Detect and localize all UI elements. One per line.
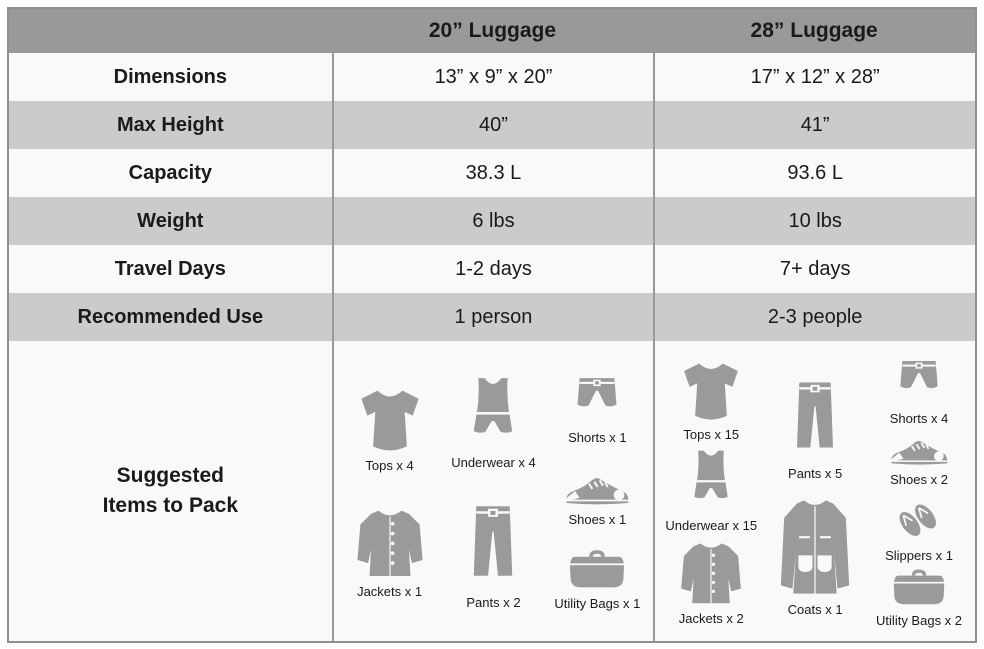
coat-icon <box>773 497 857 597</box>
packing-item-underwear: Underwear x 15 <box>665 449 757 533</box>
tshirt-icon <box>353 387 427 453</box>
suggested-items-title-line1: Suggested <box>116 463 224 487</box>
sneaker-icon <box>563 467 631 507</box>
packing-column: Tops x 4 Jackets x 1 <box>338 353 442 633</box>
item-label: Jackets x 2 <box>678 611 744 626</box>
row-value-28: 10 lbs <box>653 197 975 245</box>
row-capacity: Capacity 38.3 L 93.6 L <box>9 149 975 197</box>
item-label: Utility Bags x 1 <box>554 596 641 611</box>
luggage-comparison-table: 20” Luggage 28” Luggage Dimensions 13” x… <box>7 7 977 643</box>
row-value-28: 7+ days <box>653 245 975 293</box>
packing-item-jackets: Jackets x 1 <box>352 507 428 599</box>
header-blank-cell <box>9 9 332 53</box>
row-value-28: 17” x 12” x 28” <box>653 53 975 101</box>
row-weight: Weight 6 lbs 10 lbs <box>9 197 975 245</box>
packing-list-28: Tops x 15 Underwear x 15 Jackets x 2 Pan… <box>653 341 975 641</box>
row-value-20: 13” x 9” x 20” <box>331 53 654 101</box>
sneaker-icon <box>888 431 950 467</box>
underwear-icon <box>683 449 739 513</box>
item-label: Shorts x 4 <box>889 411 949 427</box>
row-value-28: 41” <box>653 101 975 149</box>
packing-item-shorts: Shorts x 1 <box>568 375 627 445</box>
row-value-20: 6 lbs <box>331 197 654 245</box>
item-label: Jackets x 1 <box>357 584 423 599</box>
packing-item-shoes: Shoes x 1 <box>563 467 631 527</box>
packing-item-utility-bags: Utility Bags x 1 <box>554 549 640 611</box>
item-label: Pants x 5 <box>788 466 843 481</box>
packing-item-slippers: Slippers x 1 <box>885 493 953 563</box>
packing-column: Shorts x 1 Shoes x 1 Utility Bags x 1 <box>545 353 649 633</box>
row-label: Capacity <box>128 161 212 184</box>
item-label: Pants x 2 <box>466 595 521 611</box>
utility-bag-icon <box>891 568 947 608</box>
packing-item-utility-bags: Utility Bags x 2 <box>876 568 962 628</box>
row-suggested-items: Suggested Items to Pack Tops x 4 Jackets… <box>9 341 975 641</box>
item-label: Tops x 15 <box>683 427 740 442</box>
item-label: Coats x 1 <box>787 602 843 617</box>
row-value-20: 1 person <box>331 293 654 341</box>
packing-item-underwear: Underwear x 4 <box>451 376 536 470</box>
row-value-28: 2-3 people <box>653 293 975 341</box>
row-label: Dimensions <box>113 65 227 88</box>
row-max-height: Max Height 40” 41” <box>9 101 975 149</box>
packing-item-coats: Coats x 1 <box>773 497 857 617</box>
header-28-luggage: 28” Luggage <box>750 19 878 42</box>
jacket-icon <box>352 507 428 579</box>
suggested-items-title-line2: Items to Pack <box>102 494 239 517</box>
packing-item-jackets: Jackets x 2 <box>676 540 746 626</box>
item-label: Shorts x 1 <box>568 430 627 445</box>
row-label: Max Height <box>116 113 224 136</box>
row-label: Recommended Use <box>77 305 264 328</box>
packing-item-tops: Tops x 4 <box>353 387 427 473</box>
row-label: Travel Days <box>114 257 226 280</box>
row-value-20: 40” <box>331 101 654 149</box>
row-travel-days: Travel Days 1-2 days 7+ days <box>9 245 975 293</box>
item-label: Tops x 4 <box>365 458 414 473</box>
item-label: Shoes x 2 <box>890 472 948 488</box>
packing-column: Pants x 5 Coats x 1 <box>763 353 867 633</box>
utility-bag-icon <box>567 549 627 591</box>
shorts-icon <box>893 358 945 406</box>
tshirt-icon <box>676 360 746 422</box>
row-value-20: 38.3 L <box>331 149 654 197</box>
packing-item-tops: Tops x 15 <box>676 360 746 442</box>
jacket-icon <box>676 540 746 606</box>
item-label: Underwear x 15 <box>665 518 758 533</box>
row-value-20: 1-2 days <box>331 245 654 293</box>
pants-icon <box>462 492 524 590</box>
packing-column: Tops x 15 Underwear x 15 Jackets x 2 <box>659 353 763 633</box>
table-header-row: 20” Luggage 28” Luggage <box>9 9 975 53</box>
row-recommended-use: Recommended Use 1 person 2-3 people <box>9 293 975 341</box>
underwear-icon <box>461 376 525 450</box>
packing-item-pants: Pants x 5 <box>786 369 844 481</box>
row-value-28: 93.6 L <box>653 149 975 197</box>
row-dimensions: Dimensions 13” x 9” x 20” 17” x 12” x 28… <box>9 53 975 101</box>
row-label: Weight <box>137 209 204 232</box>
item-label: Shoes x 1 <box>568 512 627 527</box>
item-label: Underwear x 4 <box>451 454 536 470</box>
suggested-items-title: Suggested Items to Pack <box>9 341 332 641</box>
packing-item-pants: Pants x 2 <box>462 492 524 610</box>
shorts-icon <box>570 375 624 425</box>
packing-item-shoes: Shoes x 2 <box>888 431 950 487</box>
packing-list-20: Tops x 4 Jackets x 1 Underwear x 4 Pants… <box>331 341 654 641</box>
packing-column: Underwear x 4 Pants x 2 <box>442 353 546 633</box>
packing-item-shorts: Shorts x 4 <box>889 358 949 427</box>
slippers-icon <box>893 493 945 543</box>
item-label: Slippers x 1 <box>885 547 953 563</box>
pants-icon <box>786 369 844 461</box>
packing-column: Shorts x 4 Shoes x 2 Slippers x 1 Utilit… <box>867 353 971 633</box>
header-20-luggage: 20” Luggage <box>428 19 557 42</box>
item-label: Utility Bags x 2 <box>876 612 963 628</box>
